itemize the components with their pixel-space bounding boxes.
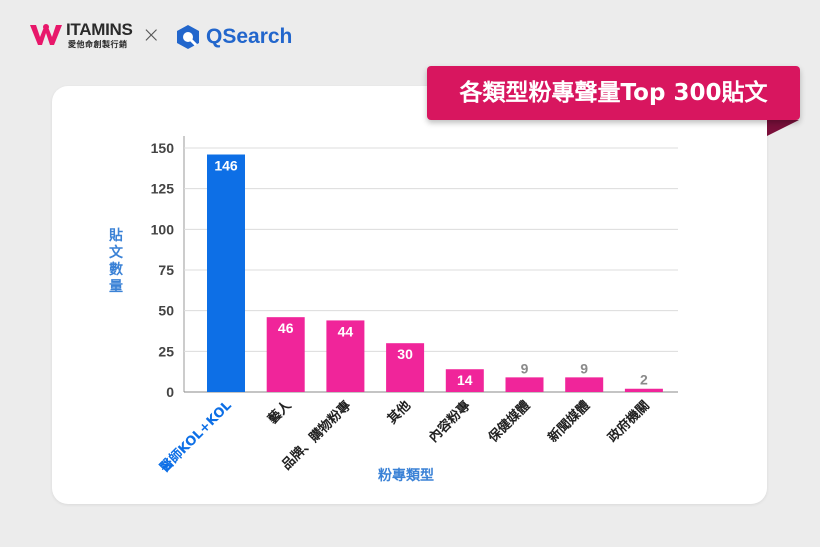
x-tick-label: 政府機關: [605, 398, 653, 446]
bar: [207, 154, 245, 392]
title-banner: 各類型粉專聲量Top 300貼文: [427, 66, 800, 120]
y-tick-label: 50: [158, 303, 174, 319]
bar: [266, 317, 305, 392]
chart-card: [52, 86, 767, 504]
bar: [386, 343, 425, 392]
y-tick-label: 75: [158, 262, 174, 278]
brand-left-name: ITAMINS: [66, 20, 133, 39]
y-axis-title-char: 量: [109, 279, 123, 295]
bar: [624, 388, 663, 392]
bar: [326, 320, 365, 392]
x-tick-label: 其他: [384, 398, 414, 428]
bar: [505, 377, 544, 392]
qsearch-logo-icon: [177, 25, 199, 49]
header-logos: ITAMINS 愛他命創製行銷 × QSearch: [28, 20, 328, 54]
y-tick-label: 0: [166, 384, 174, 400]
x-tick-label: 藝人: [265, 397, 295, 427]
y-axis-title-char: 數: [109, 261, 123, 278]
bar-value-label: 30: [397, 346, 413, 362]
bar-value-label: 146: [214, 158, 238, 174]
bar-value-label: 46: [278, 320, 294, 336]
collab-separator: ×: [142, 23, 161, 48]
brand-left-subtitle: 愛他命創製行銷: [68, 40, 128, 49]
y-tick-label: 125: [151, 181, 175, 197]
chart-title: 各類型粉專聲量Top 300貼文: [459, 80, 768, 106]
y-tick-label: 25: [158, 343, 174, 359]
brand-right-name: QSearch: [206, 25, 293, 48]
x-tick-label: 新聞媒體: [545, 398, 593, 446]
vitamins-logo-icon: [30, 24, 62, 45]
y-axis-title: 貼文數量: [109, 227, 124, 295]
bar: [565, 377, 604, 392]
y-tick-label: 150: [151, 140, 175, 156]
y-axis-title-char: 文: [109, 244, 124, 261]
y-axis-title-char: 貼: [109, 227, 123, 244]
y-tick-label: 100: [151, 221, 175, 237]
bar-value-label: 9: [521, 360, 529, 376]
x-tick-label: 醫師KOL+KOL: [157, 398, 235, 476]
banner-fold: [767, 120, 799, 136]
bar-value-label: 9: [580, 360, 588, 376]
bar-value-label: 44: [338, 323, 354, 339]
x-axis-title: 粉專類型: [378, 467, 434, 484]
bar-value-label: 14: [457, 372, 473, 388]
x-tick-label: 內容粉專: [426, 398, 474, 446]
bar-value-label: 2: [640, 372, 648, 388]
bar: [445, 369, 484, 392]
x-tick-label: 保健媒體: [485, 398, 534, 447]
